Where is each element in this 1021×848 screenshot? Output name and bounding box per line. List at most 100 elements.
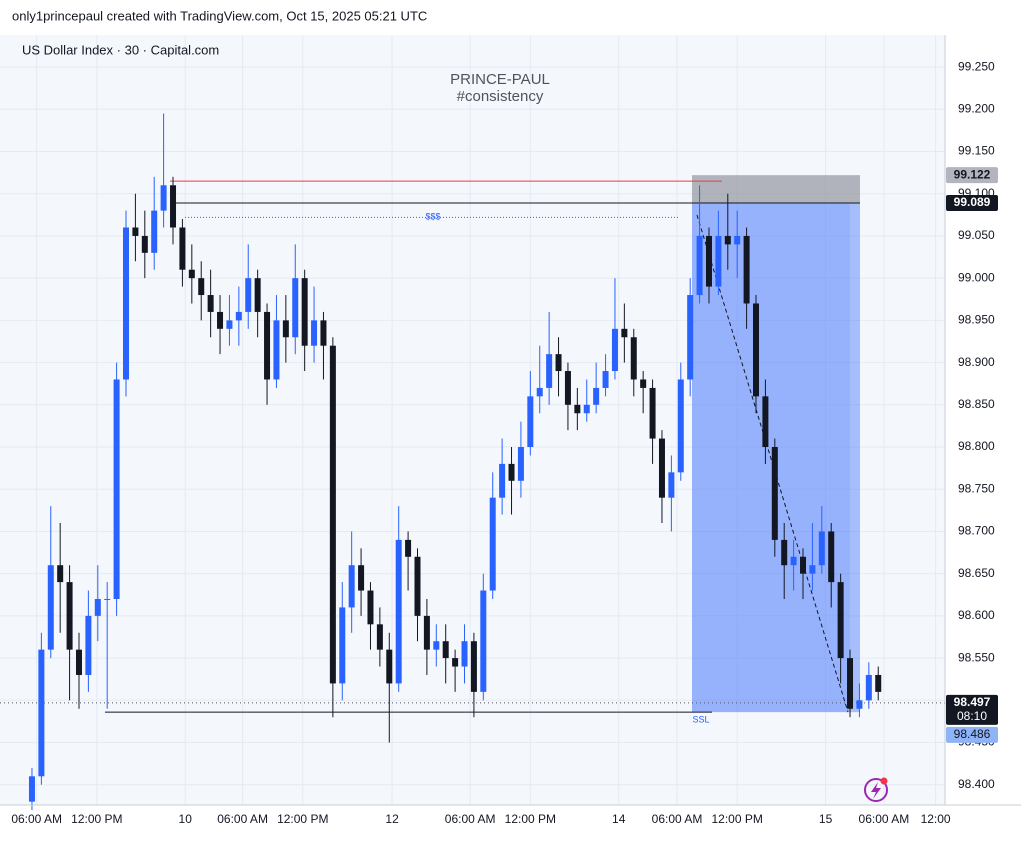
- candle-body: [66, 582, 73, 650]
- candle-body: [132, 227, 139, 236]
- candle-body: [564, 371, 571, 405]
- candle-body: [668, 472, 675, 498]
- candle-body: [292, 278, 299, 338]
- candle-body: [734, 235, 741, 245]
- y-tick-label: 99.000: [958, 270, 995, 284]
- candle-body: [245, 278, 252, 312]
- candle-body: [348, 565, 355, 608]
- y-tick-label: 99.200: [958, 101, 995, 115]
- x-tick-label: 12:00: [921, 812, 951, 826]
- y-tick-label: 98.800: [958, 439, 995, 453]
- watermark: PRINCE-PAUL: [450, 71, 550, 88]
- x-tick-label: 12:00 PM: [71, 812, 122, 826]
- candle-body: [743, 235, 750, 304]
- candle-body: [85, 615, 92, 675]
- candle-body: [28, 776, 35, 802]
- candle-body: [376, 624, 383, 650]
- x-tick-label: 06:00 AM: [11, 812, 62, 826]
- price-label: 99.089: [954, 195, 991, 209]
- candle-body: [536, 387, 543, 397]
- price-label-box: [946, 167, 998, 184]
- candle-body: [301, 278, 308, 346]
- countdown: 08:10: [957, 709, 987, 723]
- y-tick-label: 98.850: [958, 397, 995, 411]
- candle-body: [113, 379, 120, 599]
- alert-icon[interactable]: [864, 777, 888, 802]
- candle-body: [75, 649, 82, 675]
- candle-body: [546, 354, 553, 388]
- candle-body: [790, 556, 797, 566]
- candle-body: [630, 337, 637, 380]
- x-tick-label: 15: [819, 812, 833, 826]
- candle-body: [480, 590, 487, 692]
- candle-body: [593, 387, 600, 405]
- candle-body: [649, 387, 656, 439]
- watermark: #consistency: [457, 88, 544, 105]
- candle-body: [123, 227, 129, 380]
- price-label: 99.122: [954, 167, 991, 181]
- candle-body: [508, 463, 515, 481]
- x-tick-label: 12: [385, 812, 399, 826]
- price-label-box: [946, 694, 998, 725]
- candle-body: [141, 235, 148, 253]
- price-label: 98.497: [954, 695, 991, 709]
- liquidity-label: $$$: [425, 212, 440, 222]
- price-label: 98.486: [954, 727, 991, 741]
- candle-body: [423, 615, 430, 650]
- candle-body: [104, 598, 111, 600]
- candle-body: [724, 235, 731, 245]
- x-tick-label: 10: [179, 812, 193, 826]
- candle-body: [235, 311, 242, 321]
- x-tick-label: 12:00 PM: [505, 812, 556, 826]
- x-tick-label: 06:00 AM: [217, 812, 268, 826]
- candle-body: [94, 598, 101, 616]
- candle-body: [264, 311, 271, 380]
- y-tick-label: 98.900: [958, 355, 995, 369]
- x-tick-label: 06:00 AM: [859, 812, 910, 826]
- x-tick-label: 06:00 AM: [445, 812, 496, 826]
- candle-body: [583, 404, 590, 414]
- x-tick-label: 06:00 AM: [652, 812, 703, 826]
- candle-body: [818, 531, 825, 566]
- candle-body: [762, 396, 769, 448]
- ssl-label: SSL: [692, 715, 709, 725]
- candle-body: [188, 269, 195, 279]
- candle-body: [687, 295, 694, 380]
- x-tick-label: 12:00 PM: [277, 812, 328, 826]
- candle-body: [395, 539, 402, 684]
- x-tick-label: 12:00 PM: [712, 812, 763, 826]
- candle-body: [198, 278, 205, 296]
- candle-body: [179, 227, 186, 270]
- symbol-title: US Dollar Index · 30 · Capital.com: [22, 42, 219, 57]
- x-tick-label: 14: [612, 812, 626, 826]
- y-tick-label: 99.050: [958, 228, 995, 242]
- header: only1princepaul created with TradingView…: [12, 8, 427, 23]
- candle-body: [677, 379, 684, 473]
- candle-body: [405, 539, 412, 557]
- price-label-box: [946, 726, 998, 743]
- candle-body: [781, 539, 788, 566]
- candle-body: [320, 320, 327, 346]
- candle-body: [57, 565, 64, 583]
- candle-body: [151, 210, 158, 253]
- price-label-box: [946, 195, 998, 212]
- candle-body: [837, 582, 844, 659]
- candle-body: [226, 320, 233, 329]
- candle-body: [865, 674, 872, 701]
- candle-body: [414, 556, 421, 616]
- candle-body: [339, 607, 346, 684]
- candle-body: [800, 556, 807, 574]
- candle-body: [38, 649, 45, 777]
- axis: 98.40098.45098.50098.55098.60098.65098.7…: [11, 59, 998, 826]
- y-tick-label: 98.750: [958, 481, 995, 495]
- candle-body: [358, 565, 365, 591]
- candle-body: [640, 379, 647, 388]
- candle-body: [696, 235, 703, 296]
- candle-body: [489, 497, 496, 591]
- candle-body: [254, 278, 261, 312]
- candle-body: [47, 565, 54, 650]
- candle-body: [753, 303, 759, 397]
- candle-body: [217, 311, 224, 329]
- candle-body: [658, 438, 665, 498]
